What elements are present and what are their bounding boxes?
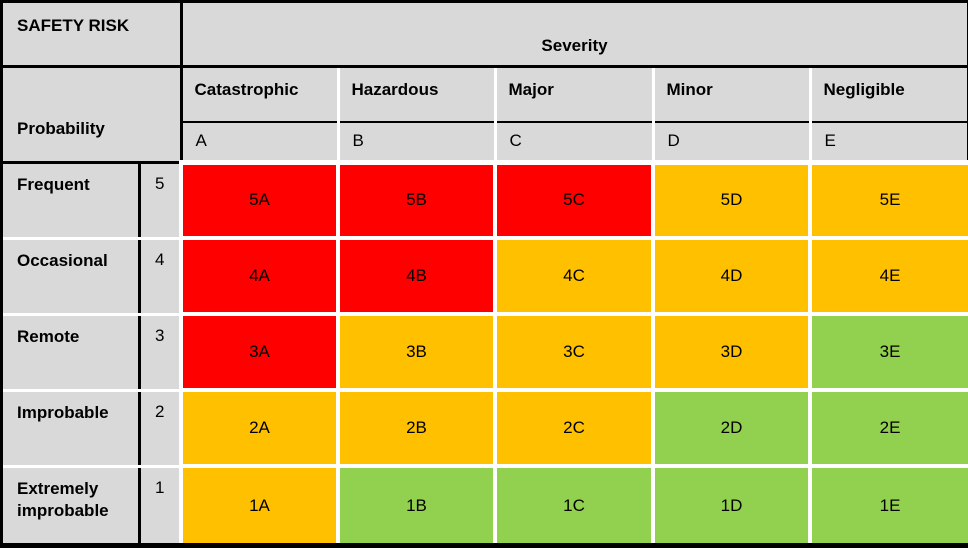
risk-cell-4d: 4D	[653, 238, 812, 316]
severity-axis-header: Severity	[181, 3, 968, 68]
risk-cell-1b: 1B	[338, 466, 497, 543]
risk-cell-5c: 5C	[495, 162, 655, 240]
severity-column-minor: Minor	[653, 66, 812, 123]
risk-cell-4e: 4E	[810, 238, 968, 316]
risk-cell-3e: 3E	[810, 314, 968, 392]
risk-cell-2a: 2A	[181, 390, 340, 468]
severity-column-catastrophic: Catastrophic	[181, 66, 340, 123]
risk-cell-4c: 4C	[495, 238, 655, 316]
severity-code-d: D	[653, 122, 812, 165]
risk-cell-5a: 5A	[181, 162, 340, 240]
risk-cell-5e: 5E	[810, 162, 968, 240]
probability-row-extremely-improbable: Extremely improbable	[3, 466, 141, 543]
severity-code-b: B	[338, 122, 497, 165]
matrix-title-cell: SAFETY RISK	[3, 3, 183, 68]
probability-row-frequent: Frequent	[3, 162, 141, 240]
probability-level-1: 1	[139, 466, 183, 543]
risk-cell-4b: 4B	[338, 238, 497, 316]
severity-code-e: E	[810, 122, 968, 165]
risk-cell-4a: 4A	[181, 238, 340, 316]
risk-cell-2e: 2E	[810, 390, 968, 468]
probability-level-4: 4	[139, 238, 183, 316]
severity-column-negligible: Negligible	[810, 66, 968, 123]
risk-cell-3a: 3A	[181, 314, 340, 392]
risk-cell-2c: 2C	[495, 390, 655, 468]
probability-row-occasional: Occasional	[3, 238, 141, 316]
risk-cell-1e: 1E	[810, 466, 968, 543]
probability-row-improbable: Improbable	[3, 390, 141, 468]
risk-cell-1a: 1A	[181, 466, 340, 543]
risk-cell-2b: 2B	[338, 390, 497, 468]
probability-row-remote: Remote	[3, 314, 141, 392]
risk-cell-1c: 1C	[495, 466, 655, 543]
risk-cell-3d: 3D	[653, 314, 812, 392]
probability-level-3: 3	[139, 314, 183, 392]
severity-code-a: A	[181, 122, 340, 165]
risk-cell-1d: 1D	[653, 466, 812, 543]
risk-matrix-table: SAFETY RISK Severity Probability Catastr…	[3, 3, 968, 543]
probability-axis-header: Probability	[3, 66, 183, 164]
risk-cell-3c: 3C	[495, 314, 655, 392]
severity-column-hazardous: Hazardous	[338, 66, 497, 123]
risk-cell-2d: 2D	[653, 390, 812, 468]
risk-cell-5d: 5D	[653, 162, 812, 240]
probability-level-5: 5	[139, 162, 183, 240]
probability-level-2: 2	[139, 390, 183, 468]
severity-column-major: Major	[495, 66, 655, 123]
risk-cell-3b: 3B	[338, 314, 497, 392]
severity-code-c: C	[495, 122, 655, 165]
risk-cell-5b: 5B	[338, 162, 497, 240]
